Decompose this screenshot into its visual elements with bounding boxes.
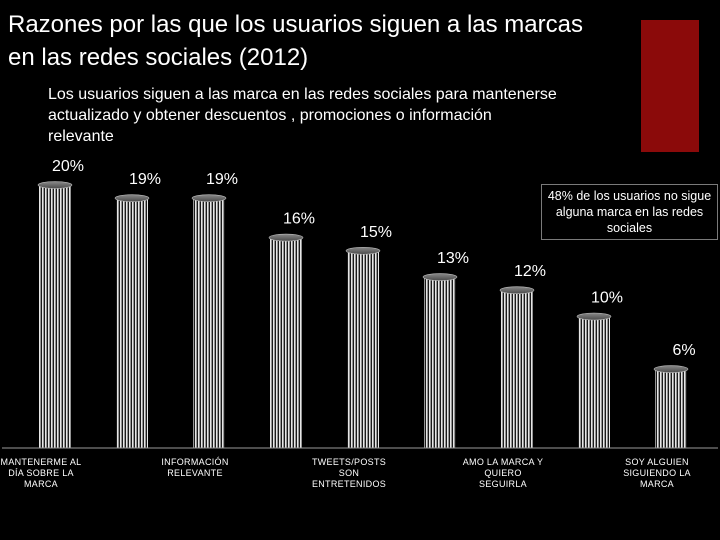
bar-cap-3 — [191, 194, 227, 202]
category-label-line: SOY ALGUIEN — [625, 457, 689, 467]
value-label-9: 6% — [672, 342, 695, 359]
bar-5 — [347, 250, 379, 448]
bar-7 — [501, 290, 533, 448]
category-label-line: MARCA — [24, 479, 58, 489]
category-label-line: MANTENERME AL — [1, 457, 82, 467]
category-label-line: INFORMACIÓN — [161, 457, 228, 467]
category-label-line: SON — [339, 468, 359, 478]
note-box: 48% de los usuarios no sigue alguna marc… — [541, 184, 718, 240]
bar-cap-5 — [345, 246, 381, 255]
bar-3 — [193, 198, 225, 448]
bar-cap-4 — [268, 233, 304, 242]
value-label-6: 13% — [437, 250, 469, 267]
bar-cap-1 — [37, 181, 73, 189]
category-label-line: TWEETS/POSTS — [312, 457, 386, 467]
category-label-line: MARCA — [640, 479, 674, 489]
bar-cap-9 — [653, 365, 689, 373]
bar-cap-8 — [576, 312, 612, 321]
value-label-5: 15% — [360, 224, 392, 241]
value-label-2: 19% — [129, 171, 161, 188]
chart-title: Razones por las que los usuarios siguen … — [8, 11, 583, 71]
category-label-line: SIGUIENDO LA — [623, 468, 691, 478]
category-label-2: INFORMACIÓN RELEVANTE — [161, 457, 228, 478]
bar-4 — [270, 237, 302, 448]
bar-1 — [39, 185, 71, 448]
category-label-line: AMO LA MARCA Y — [463, 457, 544, 467]
category-label-1: MANTENERME AL DÍA SOBRE LA MARCA — [1, 457, 82, 489]
bar-2 — [116, 198, 148, 448]
value-label-4: 16% — [283, 211, 315, 228]
category-label-5: SOY ALGUIEN SIGUIENDO LA MARCA — [623, 457, 691, 489]
bar-cap-6 — [422, 273, 458, 281]
value-label-8: 10% — [591, 290, 623, 307]
category-label-line: ENTRETENIDOS — [312, 479, 386, 489]
category-label-3: TWEETS/POSTS SON ENTRETENIDOS — [312, 457, 386, 489]
bar-6 — [424, 277, 456, 448]
category-label-line: SEGUIRLA — [479, 479, 527, 489]
category-label-line: QUIERO — [484, 468, 521, 478]
value-label-7: 12% — [514, 263, 546, 280]
bar-8 — [578, 316, 610, 448]
value-label-3: 19% — [206, 171, 238, 188]
category-label-line: RELEVANTE — [167, 468, 223, 478]
chart-subtitle: Los usuarios siguen a las marca en las r… — [48, 86, 557, 145]
bar-9 — [655, 369, 687, 448]
bar-cap-2 — [114, 194, 150, 202]
category-label-line: DÍA SOBRE LA — [8, 468, 74, 478]
accent-red-block — [641, 20, 699, 152]
value-label-1: 20% — [52, 158, 84, 175]
bar-cap-7 — [499, 286, 535, 295]
category-label-4: AMO LA MARCA Y QUIERO SEGUIRLA — [463, 457, 544, 489]
